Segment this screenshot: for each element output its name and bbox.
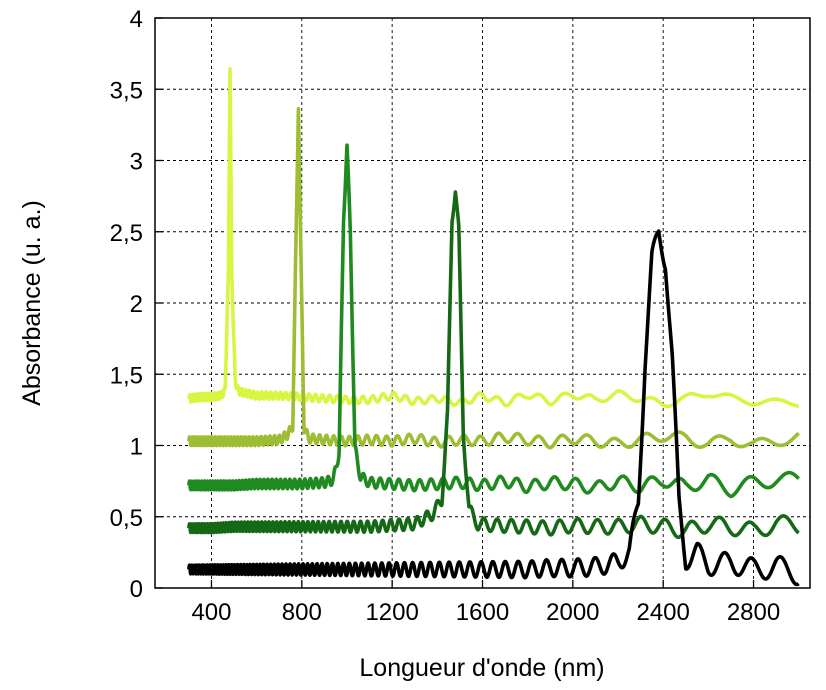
series-layer — [187, 66, 801, 587]
series-line-5 — [187, 229, 801, 587]
x-axis: 400 800 1200 1600 2000 2400 2800 — [191, 580, 780, 626]
x-tick-label: 1600 — [456, 599, 509, 626]
x-tick-label: 400 — [191, 599, 231, 626]
series-line-1 — [187, 66, 801, 409]
y-tick-label: 1,5 — [110, 362, 143, 389]
y-tick-label: 2 — [130, 291, 143, 318]
y-axis-label: Absorbance (u. a.) — [18, 200, 46, 406]
y-tick-label: 3 — [130, 149, 143, 176]
series-line-2 — [187, 107, 801, 450]
y-tick-label: 2,5 — [110, 220, 143, 247]
y-tick-label: 1 — [130, 434, 143, 461]
x-tick-label: 2000 — [546, 599, 599, 626]
series-line-4 — [187, 190, 801, 540]
series-line-3 — [187, 143, 801, 499]
y-tick-label: 3,5 — [110, 77, 143, 104]
y-tick-label: 0,5 — [110, 505, 143, 532]
y-tick-label: 0 — [130, 576, 143, 603]
x-tick-label: 800 — [282, 599, 322, 626]
x-tick-label: 2400 — [636, 599, 689, 626]
x-axis-label: Longueur d'onde (nm) — [359, 654, 604, 682]
y-tick-label: 4 — [130, 6, 143, 33]
x-tick-label: 2800 — [727, 599, 780, 626]
grid — [155, 18, 810, 588]
x-tick-label: 1200 — [365, 599, 418, 626]
y-axis: 0 0,5 1 1,5 2 2,5 3 3,5 4 — [110, 6, 163, 603]
